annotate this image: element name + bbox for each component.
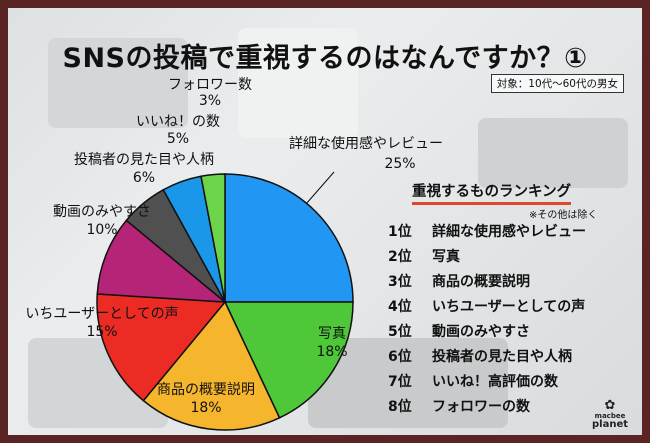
- ranking-title: 重視するものランキング: [412, 180, 572, 205]
- leader-line: [305, 171, 335, 205]
- ranking-list: 1位 詳細な使用感やレビュー 2位 写真 3位 商品の概要説明 4位 いちユーザーとして…: [388, 220, 586, 420]
- page-title: SNSの投稿で重視するのはなんですか？①: [62, 43, 588, 74]
- pie-slice: [200, 173, 226, 303]
- slice-value-label: 10%: [86, 222, 117, 238]
- slice-value-label: 3%: [199, 93, 221, 109]
- ranking-item: 3位 商品の概要説明: [388, 274, 530, 290]
- slice-value-label: 15%: [86, 324, 117, 340]
- ranking-item: 7位 いいね！高評価の数: [388, 374, 558, 390]
- slice-label: フォロワー数: [168, 77, 252, 93]
- pie-slice: [96, 293, 227, 402]
- slice-value-label: 6%: [133, 170, 155, 186]
- slice-label: いいね！の数: [136, 114, 220, 130]
- slice-label: 動画のみやすさ: [53, 204, 151, 220]
- ranking-item: 1位 詳細な使用感やレビュー: [388, 224, 586, 240]
- pie-slice: [96, 219, 228, 303]
- ranking-item: 4位 いちユーザーとしての声: [388, 299, 586, 315]
- slice-label: 詳細な使用感やレビュー: [289, 135, 443, 152]
- brand-logo: ✿ macbee planet: [586, 398, 634, 430]
- slice-value-label: 18%: [190, 400, 221, 416]
- ranking-item: 6位 投稿者の見た目や人柄: [388, 349, 572, 365]
- slice-label: いちユーザーとしての声: [25, 306, 178, 322]
- slice-label: 写真: [318, 326, 346, 342]
- slice-value-label: 5%: [167, 131, 189, 147]
- target-note: 対象：10代〜60代の男女: [490, 74, 624, 93]
- ranking-item: 8位 フォロワーの数: [388, 399, 530, 415]
- pie-slice: [224, 173, 354, 303]
- ranking-item: 5位 動画のみやすさ: [388, 324, 530, 340]
- slice-value-label: 18%: [316, 344, 347, 360]
- ranking-item: 2位 写真: [388, 249, 460, 265]
- pie-slice: [142, 300, 281, 431]
- bee-icon: ✿: [604, 398, 616, 413]
- ranking-note: ※その他は除く: [529, 210, 598, 221]
- slice-label: 商品の概要説明: [157, 382, 255, 398]
- slice-label: 投稿者の見た目や人柄: [74, 152, 214, 168]
- slice-value-label: 25%: [384, 156, 415, 172]
- pie-slice: [223, 301, 354, 419]
